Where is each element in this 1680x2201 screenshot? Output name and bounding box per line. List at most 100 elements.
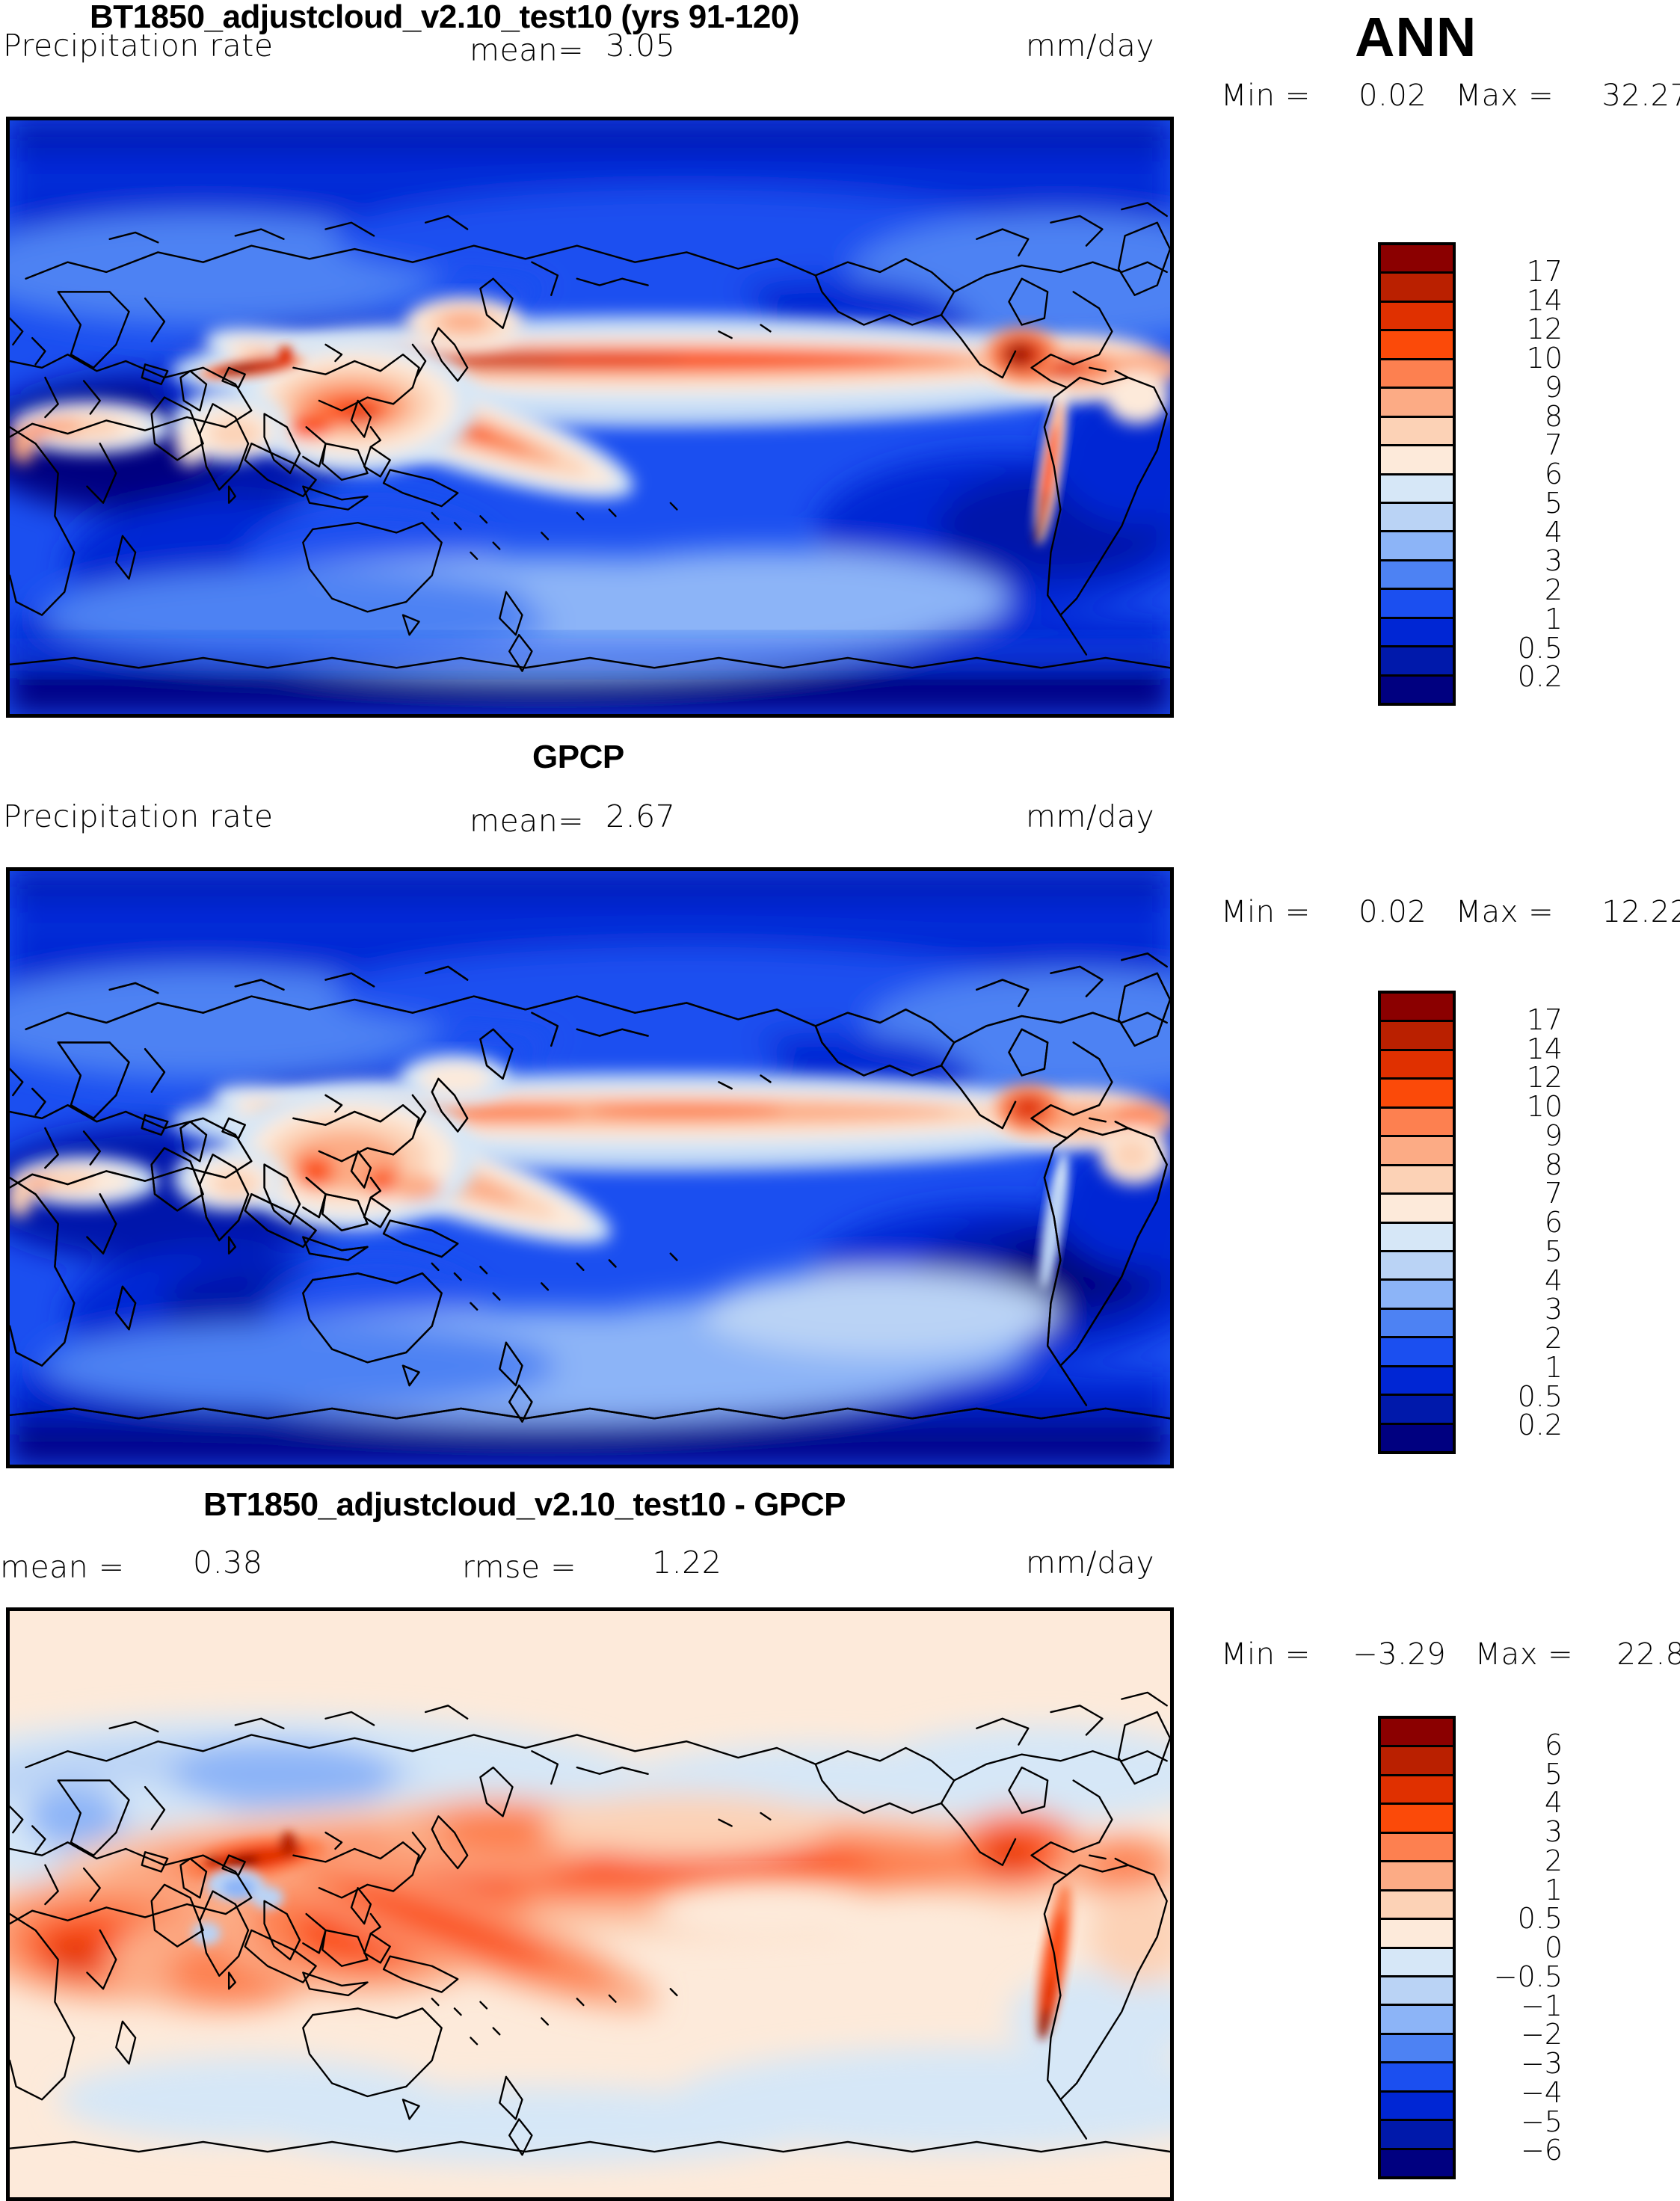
colorbar-swatch bbox=[1381, 1223, 1453, 1252]
panel-2-units: mm/day bbox=[1026, 798, 1155, 834]
panel-2-min-label: Min = bbox=[1221, 895, 1311, 929]
colorbar-tick-label: 17 bbox=[1526, 1003, 1563, 1036]
colorbar-panel-1-labels: 17 14 12 10 9 8 7 6 5 4 3 2 1 0.5 0.2 bbox=[1471, 242, 1563, 706]
colorbar-swatch bbox=[1381, 360, 1453, 390]
colorbar-swatch bbox=[1381, 1977, 1453, 2007]
colorbar-swatch bbox=[1381, 389, 1453, 418]
colorbar-swatch bbox=[1381, 1281, 1453, 1310]
panel-3-min-value: −3.29 bbox=[1353, 1637, 1447, 1672]
colorbar-panel-3-labels: 6 5 4 3 2 1 0.5 0 −0.5 −1 −2 −3 −4 −5 −6 bbox=[1471, 1716, 1563, 2179]
colorbar-swatch bbox=[1381, 1948, 1453, 1977]
colorbar-tick-label: 1 bbox=[1544, 602, 1563, 635]
colorbar-swatch bbox=[1381, 1195, 1453, 1224]
colorbar-swatch bbox=[1381, 1719, 1453, 1748]
panel-3-mean-label: mean = bbox=[0, 1549, 125, 1585]
colorbar-tick-label: −4 bbox=[1520, 2075, 1563, 2109]
colorbar-swatch bbox=[1381, 446, 1453, 475]
panel-2-minmax: Min = 0.02 Max = 12.22 bbox=[1221, 895, 1680, 929]
colorbar-tick-label: 4 bbox=[1544, 1786, 1563, 1820]
colorbar-swatch bbox=[1381, 561, 1453, 591]
panel-1-min-value: 0.02 bbox=[1359, 79, 1427, 113]
colorbar-tick-label: 2 bbox=[1544, 1322, 1563, 1355]
colorbar-swatch bbox=[1381, 1891, 1453, 1921]
colorbar-tick-label: 5 bbox=[1544, 486, 1563, 520]
colorbar-tick-label: 2 bbox=[1544, 573, 1563, 606]
colorbar-swatch bbox=[1381, 1747, 1453, 1776]
colorbar-tick-label: −0.5 bbox=[1493, 1960, 1563, 1993]
panel-3-rmse-value: 1.22 bbox=[652, 1545, 722, 1580]
colorbar-tick-label: 3 bbox=[1544, 544, 1563, 578]
colorbar-tick-label: −2 bbox=[1520, 2018, 1563, 2051]
colorbar-swatch bbox=[1381, 994, 1453, 1023]
colorbar-swatch bbox=[1381, 2121, 1453, 2150]
colorbar-tick-label: 0.5 bbox=[1517, 631, 1563, 665]
panel-1-variable: Precipitation rate bbox=[3, 28, 274, 64]
panel-3-minmax: Min = −3.29 Max = 22.86 bbox=[1221, 1637, 1680, 1672]
map-model-svg bbox=[10, 120, 1170, 714]
colorbar-swatch bbox=[1381, 1396, 1453, 1425]
colorbar-tick-label: 8 bbox=[1544, 1148, 1563, 1181]
colorbar-swatch bbox=[1381, 1080, 1453, 1109]
colorbar-swatch bbox=[1381, 417, 1453, 447]
panel-3-rmse-label: rmse = bbox=[462, 1549, 577, 1585]
colorbar-swatch bbox=[1381, 2149, 1453, 2176]
colorbar-tick-label: 9 bbox=[1544, 370, 1563, 404]
colorbar-swatch bbox=[1381, 1862, 1453, 1891]
panel-2-title: GPCP bbox=[532, 739, 624, 775]
colorbar-tick-label: 6 bbox=[1544, 1728, 1563, 1761]
colorbar-swatch bbox=[1381, 1920, 1453, 1949]
panel-2-max-value: 12.22 bbox=[1601, 895, 1680, 929]
colorbar-swatch bbox=[1381, 475, 1453, 504]
panel-2-variable: Precipitation rate bbox=[3, 798, 274, 834]
colorbar-tick-label: 4 bbox=[1544, 1263, 1563, 1297]
colorbar-tick-label: 9 bbox=[1544, 1118, 1563, 1152]
panel-3-max-label: Max = bbox=[1474, 1637, 1574, 1672]
colorbar-swatch bbox=[1381, 2034, 1453, 2064]
panel-3-max-value: 22.86 bbox=[1616, 1637, 1680, 1672]
colorbar-tick-label: −1 bbox=[1520, 1989, 1563, 2022]
colorbar-swatch bbox=[1381, 1022, 1453, 1051]
colorbar-tick-label: 5 bbox=[1544, 1234, 1563, 1268]
colorbar-swatch bbox=[1381, 590, 1453, 619]
panel-3-mean-value: 0.38 bbox=[193, 1545, 263, 1580]
map-panel-obs bbox=[6, 867, 1174, 1468]
panel-3-title: BT1850_adjustcloud_v2.10_test10 - GPCP bbox=[203, 1486, 846, 1523]
colorbar-swatch bbox=[1381, 1309, 1453, 1339]
colorbar-tick-label: 10 bbox=[1526, 1090, 1563, 1123]
colorbar-tick-label: 14 bbox=[1526, 1032, 1563, 1065]
colorbar-tick-label: 7 bbox=[1544, 428, 1563, 462]
colorbar-swatch bbox=[1381, 1424, 1453, 1451]
colorbar-tick-label: 6 bbox=[1544, 458, 1563, 490]
colorbar-swatch bbox=[1381, 1050, 1453, 1080]
map-panel-model bbox=[6, 117, 1174, 718]
colorbar-tick-label: −5 bbox=[1520, 2105, 1563, 2138]
colorbar-tick-label: 17 bbox=[1526, 254, 1563, 288]
colorbar-tick-label: 0.2 bbox=[1517, 1409, 1563, 1442]
colorbar-swatch bbox=[1381, 1833, 1453, 1863]
colorbar-swatch bbox=[1381, 1776, 1453, 1806]
colorbar-swatch bbox=[1381, 1137, 1453, 1166]
colorbar-swatch bbox=[1381, 1367, 1453, 1397]
colorbar-panel-1 bbox=[1378, 242, 1456, 706]
colorbar-panel-2-labels: 17 14 12 10 9 8 7 6 5 4 3 2 1 0.5 0.2 bbox=[1471, 991, 1563, 1454]
colorbar-tick-label: 3 bbox=[1544, 1815, 1563, 1848]
colorbar-swatch bbox=[1381, 302, 1453, 332]
colorbar-swatch bbox=[1381, 618, 1453, 648]
colorbar-tick-label: 0.5 bbox=[1517, 1902, 1563, 1936]
colorbar-swatch bbox=[1381, 532, 1453, 561]
colorbar-swatch bbox=[1381, 647, 1453, 677]
colorbar-tick-label: 0 bbox=[1544, 1931, 1563, 1964]
colorbar-tick-label: 6 bbox=[1544, 1206, 1563, 1239]
colorbar-tick-label: 2 bbox=[1544, 1844, 1563, 1877]
colorbar-tick-label: 8 bbox=[1544, 399, 1563, 433]
panel-2-mean-label: mean= bbox=[470, 803, 585, 839]
colorbar-swatch bbox=[1381, 676, 1453, 703]
panel-1-units: mm/day bbox=[1026, 28, 1155, 64]
map-diff-svg bbox=[10, 1611, 1170, 2197]
colorbar-panel-2 bbox=[1378, 991, 1456, 1454]
colorbar-swatch bbox=[1381, 274, 1453, 303]
colorbar-tick-label: 3 bbox=[1544, 1293, 1563, 1326]
panel-1-min-label: Min = bbox=[1221, 79, 1311, 113]
colorbar-swatch bbox=[1381, 331, 1453, 360]
map-obs-svg bbox=[10, 871, 1170, 1465]
